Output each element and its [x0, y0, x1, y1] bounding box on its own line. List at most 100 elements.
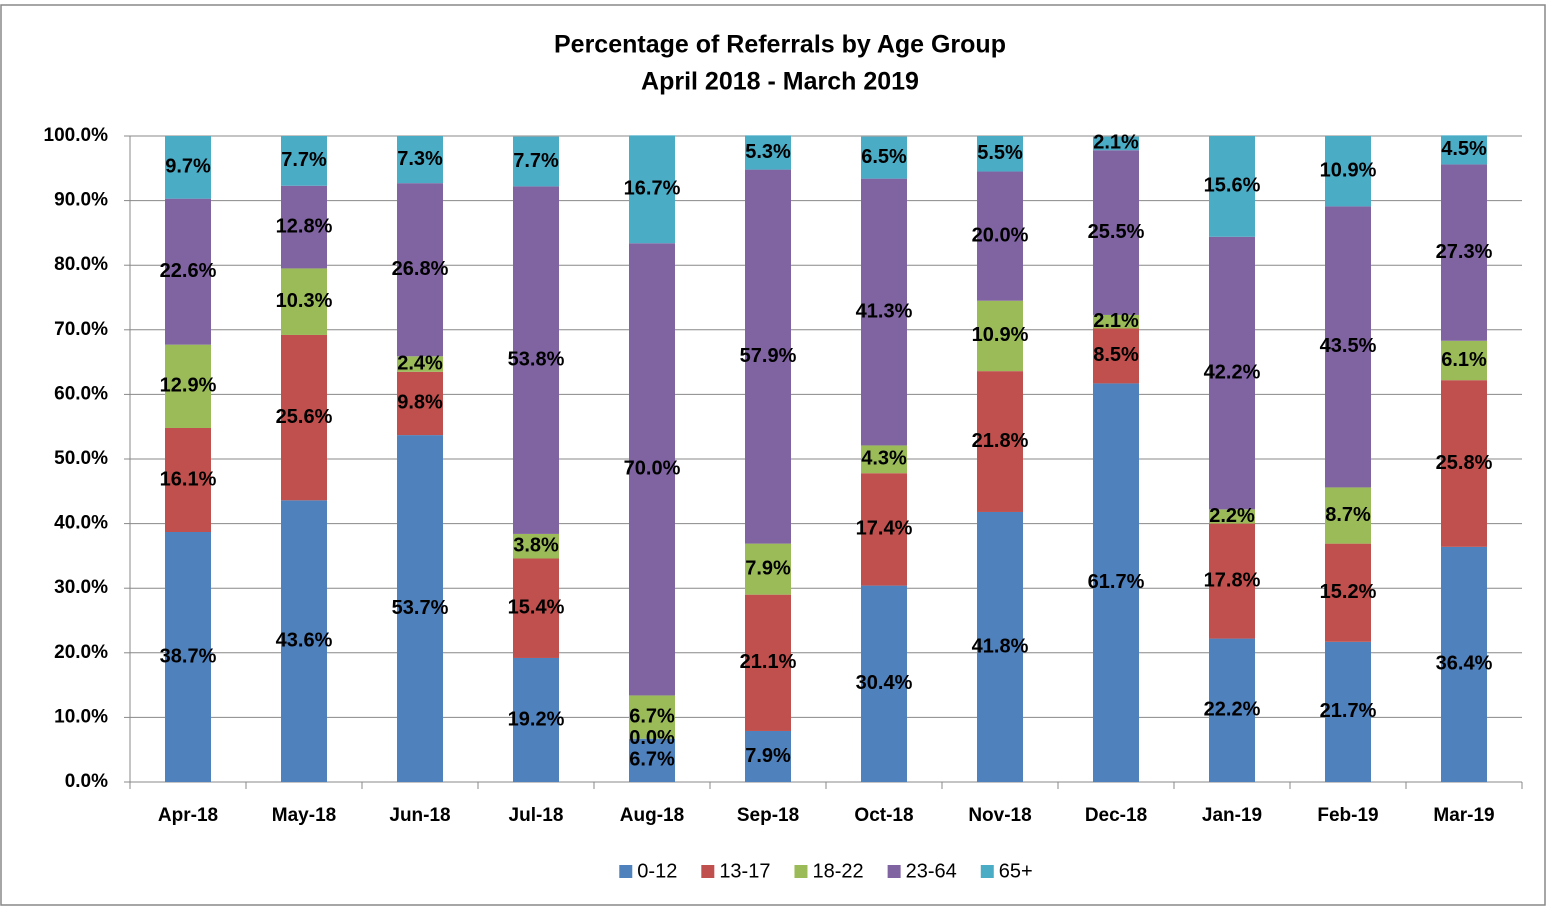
- data-label: 43.6%: [276, 629, 333, 651]
- bar-segment: [165, 427, 211, 532]
- bar-segment: [629, 695, 675, 739]
- data-label: 12.8%: [276, 215, 333, 237]
- bar-segment: [513, 186, 559, 534]
- data-label: 2.1%: [1093, 310, 1139, 332]
- bar-segment: [165, 531, 211, 782]
- data-label: 19.2%: [508, 708, 565, 730]
- y-tick-label: 40.0%: [54, 513, 108, 534]
- data-label: 53.7%: [392, 597, 449, 619]
- bar-segment: [397, 136, 443, 184]
- data-label: 3.8%: [513, 534, 559, 556]
- data-label: 53.8%: [508, 348, 565, 370]
- data-label: 27.3%: [1436, 241, 1493, 263]
- x-tick-label: Jun-18: [389, 805, 450, 826]
- data-label: 4.3%: [861, 448, 907, 470]
- bar-segment: [745, 169, 791, 544]
- data-label: 21.1%: [740, 651, 797, 673]
- bar-segment: [745, 543, 791, 595]
- data-label: 42.2%: [1204, 361, 1261, 383]
- data-label: 5.5%: [977, 142, 1023, 164]
- bar-segment: [513, 136, 559, 187]
- data-label: 38.7%: [160, 645, 217, 667]
- y-tick-label: 70.0%: [54, 319, 108, 340]
- bar-segment: [1325, 641, 1371, 782]
- bar-segment: [1209, 638, 1255, 782]
- data-label: 6.5%: [861, 146, 907, 168]
- bar-segment: [1209, 509, 1255, 524]
- data-label: 2.4%: [397, 352, 443, 374]
- data-label: 25.5%: [1088, 221, 1145, 243]
- data-label: 43.5%: [1320, 335, 1377, 357]
- bar-segment: [281, 185, 327, 269]
- bar-segment: [165, 344, 211, 428]
- legend-swatch: [980, 865, 994, 878]
- bar-segment: [977, 371, 1023, 512]
- data-label: 41.3%: [856, 300, 913, 322]
- x-tick-label: Apr-18: [158, 805, 218, 826]
- bar-segment: [745, 135, 791, 170]
- data-label: 9.7%: [165, 156, 211, 178]
- bar-segment: [977, 300, 1023, 372]
- x-tick-label: Jan-19: [1202, 805, 1262, 826]
- data-label: 21.7%: [1320, 700, 1377, 722]
- data-label: 9.8%: [397, 392, 443, 414]
- data-label: 25.6%: [276, 406, 333, 428]
- bar-segment: [1093, 136, 1139, 151]
- x-tick-label: Dec-18: [1085, 805, 1147, 826]
- bar-segment: [281, 268, 327, 335]
- bar-segment: [397, 371, 443, 436]
- data-label: 10.3%: [276, 290, 333, 312]
- chart-title: Percentage of Referrals by Age Group: [554, 31, 1006, 59]
- bar-segment: [861, 178, 907, 446]
- data-label: 22.6%: [160, 260, 217, 282]
- data-label: 70.0%: [624, 458, 681, 480]
- data-label: 0.0%: [629, 727, 675, 749]
- bar-segment: [165, 198, 211, 345]
- y-tick-label: 0.0%: [65, 771, 108, 792]
- y-tick-label: 20.0%: [54, 642, 108, 663]
- x-tick-label: Mar-19: [1433, 805, 1494, 826]
- bar-segment: [1441, 380, 1487, 547]
- data-label: 7.7%: [513, 150, 559, 172]
- data-label: 61.7%: [1088, 571, 1145, 593]
- data-label: 2.2%: [1209, 505, 1255, 527]
- data-label: 7.3%: [397, 148, 443, 170]
- legend-label: 18-22: [812, 860, 863, 882]
- bar-segment: [1325, 136, 1371, 207]
- data-label: 17.4%: [856, 518, 913, 540]
- x-tick-label: May-18: [272, 805, 336, 826]
- data-label: 10.9%: [972, 324, 1029, 346]
- bar-segment: [397, 356, 443, 372]
- data-label: 16.1%: [160, 468, 217, 490]
- legend-label: 23-64: [906, 860, 957, 882]
- legend-swatch: [619, 865, 633, 878]
- bar-segment: [745, 594, 791, 731]
- y-tick-label: 90.0%: [54, 190, 108, 211]
- data-label: 8.5%: [1093, 344, 1139, 366]
- bar-segment: [1093, 150, 1139, 315]
- bar-segment: [977, 511, 1023, 782]
- legend-swatch: [794, 865, 808, 878]
- data-label: 36.4%: [1436, 653, 1493, 675]
- bar-segment: [397, 435, 443, 782]
- data-label: 2.1%: [1093, 132, 1139, 154]
- chart-subtitle: April 2018 - March 2019: [641, 68, 919, 96]
- data-label: 10.9%: [1320, 159, 1377, 181]
- bar-segment: [1093, 328, 1139, 384]
- bar-segment: [1325, 487, 1371, 544]
- bar-segment: [1093, 383, 1139, 782]
- data-label: 20.0%: [972, 224, 1029, 246]
- data-label: 16.7%: [624, 178, 681, 200]
- bar-segment: [745, 730, 791, 782]
- data-label: 57.9%: [740, 345, 797, 367]
- bar-segment: [1441, 340, 1487, 381]
- bar-segment: [1209, 523, 1255, 639]
- data-label: 7.9%: [745, 557, 791, 579]
- y-tick-label: 80.0%: [54, 254, 108, 275]
- bar-segment: [513, 533, 559, 559]
- data-label: 6.1%: [1441, 349, 1487, 371]
- data-label: 30.4%: [856, 672, 913, 694]
- bar-segment: [281, 500, 327, 782]
- legend-swatch: [701, 865, 715, 878]
